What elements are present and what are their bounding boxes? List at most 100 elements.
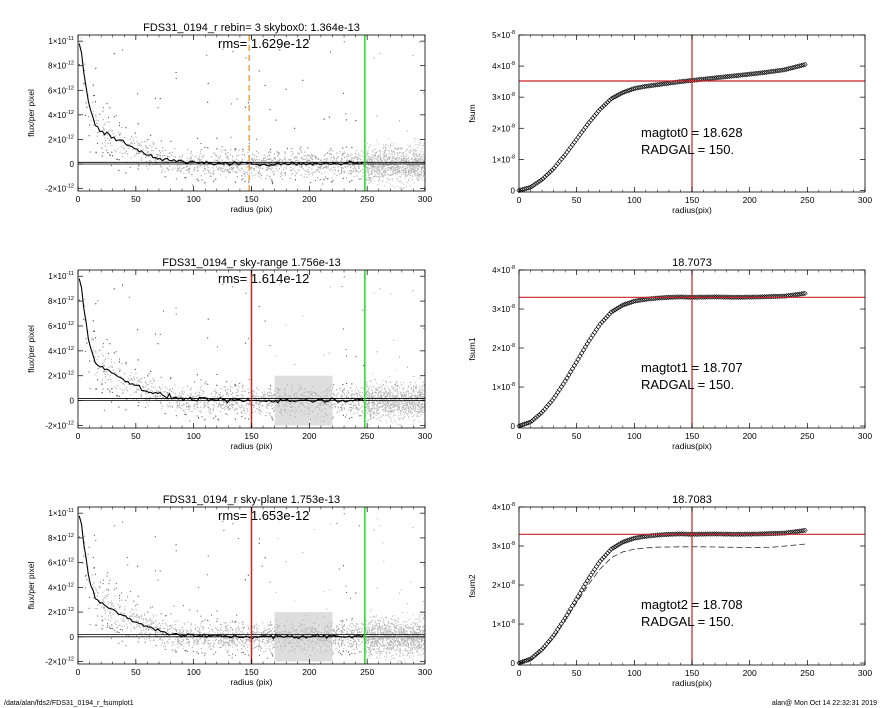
rms-annotation: rms= 1.629e-12 <box>218 36 309 51</box>
scatter-point <box>388 157 390 159</box>
scatter-point <box>323 161 325 163</box>
scatter-point <box>411 157 413 159</box>
scatter-point <box>385 172 387 174</box>
scatter-point <box>261 174 263 176</box>
scatter-point <box>391 153 393 155</box>
scatter-point <box>130 141 132 143</box>
scatter-point <box>223 170 225 172</box>
scatter-point <box>261 405 263 407</box>
scatter-point <box>311 158 313 160</box>
scatter-point <box>127 380 129 382</box>
scatter-point <box>400 181 402 183</box>
scatter-point <box>102 107 104 109</box>
scatter-point <box>327 391 329 393</box>
scatter-point <box>274 157 276 159</box>
scatter-point <box>145 161 147 163</box>
scatter-point <box>197 158 199 160</box>
scatter-point <box>306 162 308 164</box>
scatter-point <box>258 162 260 164</box>
scatter-point <box>381 174 383 176</box>
scatter-point <box>333 156 335 158</box>
scatter-point <box>371 159 373 161</box>
scatter-point <box>197 180 199 182</box>
scatter-point <box>377 387 379 389</box>
scatter-point <box>226 403 228 405</box>
scatter-point <box>114 135 116 137</box>
scatter-point <box>184 403 186 405</box>
growth-curve-marker <box>525 185 531 191</box>
scatter-point <box>384 169 386 171</box>
scatter-point <box>399 157 401 159</box>
scatter-point <box>389 155 391 157</box>
x-tick-label: 300 <box>418 194 432 204</box>
scatter-point <box>412 169 414 171</box>
scatter-point <box>227 156 229 158</box>
scatter-point <box>175 409 177 411</box>
scatter-point <box>412 175 414 177</box>
scatter-point <box>356 157 358 159</box>
scatter-point <box>229 389 231 391</box>
scatter-point <box>212 173 214 175</box>
scatter-point <box>204 165 206 167</box>
scatter-point <box>375 171 377 173</box>
scatter-point <box>161 171 163 173</box>
scatter-point <box>418 176 420 178</box>
scatter-point <box>377 175 379 177</box>
scatter-point <box>419 174 421 176</box>
scatter-point <box>312 158 314 160</box>
growth-curve-marker <box>617 91 624 97</box>
scatter-point <box>353 405 355 407</box>
scatter-point <box>325 165 327 167</box>
scatter-point <box>193 171 195 173</box>
scatter-point <box>396 156 398 158</box>
scatter-point <box>417 167 419 169</box>
scatter-point <box>422 171 424 173</box>
scatter-point <box>397 171 399 173</box>
scatter-point <box>333 164 335 166</box>
scatter-point <box>111 144 113 146</box>
scatter-point <box>420 169 422 171</box>
scatter-point <box>394 162 396 164</box>
scatter-point <box>147 151 149 153</box>
scatter-point <box>395 159 397 161</box>
scatter-point <box>109 138 111 140</box>
scatter-point <box>423 173 425 175</box>
scatter-point <box>300 157 302 159</box>
scatter-point <box>384 151 386 153</box>
scatter-point <box>396 169 398 171</box>
scatter-point <box>134 142 136 144</box>
scatter-point <box>223 164 225 166</box>
growth-curve-marker <box>573 137 579 143</box>
scatter-point <box>406 401 408 403</box>
scatter-point <box>348 159 350 161</box>
scatter-point <box>377 167 379 169</box>
scatter-point <box>298 153 300 155</box>
scatter-point <box>309 160 311 162</box>
scatter-point <box>138 153 140 155</box>
scatter-point <box>365 182 367 184</box>
scatter-point <box>150 161 152 163</box>
scatter-point <box>262 168 264 170</box>
scatter-point <box>94 374 96 376</box>
scatter-point <box>406 160 408 162</box>
scatter-point <box>251 167 253 169</box>
scatter-point <box>403 156 405 158</box>
scatter-point <box>120 145 122 147</box>
scatter-point <box>373 157 375 159</box>
scatter-point <box>255 166 257 168</box>
scatter-point <box>169 406 171 408</box>
scatter-point <box>388 150 390 152</box>
scatter-point <box>381 159 383 161</box>
scatter-point <box>235 165 237 167</box>
scatter-point <box>311 172 313 174</box>
scatter-point <box>401 152 403 154</box>
scatter-point <box>155 159 157 161</box>
scatter-point <box>347 166 349 168</box>
scatter-point <box>226 157 228 159</box>
scatter-point <box>256 150 258 152</box>
scatter-point <box>138 162 140 164</box>
growth-curve-marker <box>597 106 603 112</box>
scatter-point <box>411 169 413 171</box>
scatter-point <box>275 165 277 167</box>
scatter-point <box>400 148 402 150</box>
